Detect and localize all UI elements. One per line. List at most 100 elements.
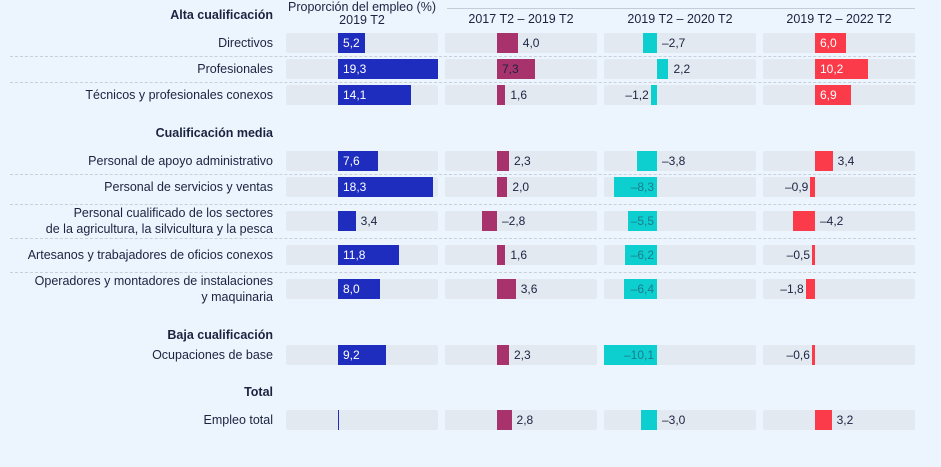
header-group-rule	[447, 8, 915, 9]
bar-track: 11,8	[286, 245, 438, 265]
bar-track: 1,6	[445, 85, 597, 105]
bar-track: –10,1	[604, 345, 756, 365]
bar-c3	[811, 345, 815, 365]
value-label-c2: –5,5	[630, 214, 654, 228]
bar-track: 6,0	[763, 33, 915, 53]
bar-share	[338, 177, 434, 197]
column-header-c2: 2019 T2 – 2020 T2	[627, 12, 733, 26]
bar-track: 10,2	[763, 59, 915, 79]
row-label: Ocupaciones de base	[152, 348, 273, 362]
bar-share	[338, 59, 439, 79]
bar-c2	[657, 59, 669, 79]
bar-track: 3,4	[763, 151, 915, 171]
bar-track: 2,8	[445, 410, 597, 430]
bar-track: 7,6	[286, 151, 438, 171]
bar-c2	[613, 177, 657, 197]
group-title: Total	[244, 385, 273, 399]
bar-c1	[497, 345, 509, 365]
bar-share	[338, 85, 412, 105]
value-label-c3: 3,4	[837, 154, 855, 168]
value-label-c3: 6,0	[820, 36, 837, 50]
value-label-c2: 2,2	[673, 62, 691, 76]
bar-track: –2,8	[445, 211, 597, 231]
bar-track: –3,0	[604, 410, 756, 430]
bar-c3	[805, 279, 815, 299]
value-label-c2: –3,0	[662, 413, 686, 427]
bar-c2	[624, 245, 657, 265]
value-label-c1: –2,8	[502, 214, 526, 228]
bar-track: 6,9	[763, 85, 915, 105]
bar-c2	[641, 410, 657, 430]
value-label-c1: 3,6	[520, 282, 538, 296]
bar-track: 3,6	[445, 279, 597, 299]
value-label-c1: 7,3	[502, 62, 519, 76]
value-label-c1: 2,8	[516, 413, 534, 427]
value-label-c3: –0,5	[786, 248, 810, 262]
row-label: Directivos	[218, 36, 273, 50]
bar-c3	[793, 211, 815, 231]
value-label-c2: –6,2	[630, 248, 654, 262]
row-label: Artesanos y trabajadores de oficios cone…	[27, 248, 273, 262]
bar-c1	[497, 410, 512, 430]
value-label-c1: 2,3	[513, 154, 531, 168]
column-header-c3: 2019 T2 – 2022 T2	[786, 12, 892, 26]
bar-track: 18,3	[286, 177, 438, 197]
bar-track: 19,3	[286, 59, 439, 79]
bar-share	[338, 245, 400, 265]
bar-c3	[815, 85, 851, 105]
row-separator	[10, 174, 916, 175]
bar-c3	[815, 410, 832, 430]
bar-c3	[812, 245, 815, 265]
value-label-share: 3,4	[360, 214, 378, 228]
bar-track: –4,2	[763, 211, 915, 231]
bar-c1	[497, 279, 516, 299]
value-label-c2: –8,3	[630, 180, 654, 194]
value-label-c1: 2,3	[513, 348, 531, 362]
bar-track: –0,6	[763, 345, 915, 365]
value-label-share: 18,3	[343, 180, 367, 194]
bar-c1	[497, 33, 518, 53]
bar-track: 2,3	[445, 345, 597, 365]
value-label-c2: –1,2	[625, 88, 649, 102]
bar-share	[338, 33, 366, 53]
value-label-c1: 1,6	[510, 248, 527, 262]
bar-c2	[642, 33, 657, 53]
value-label-c1: 4,0	[522, 36, 540, 50]
bar-track: 2,3	[445, 151, 597, 171]
group-title: Cualificación media	[155, 126, 273, 140]
row-separator	[10, 238, 916, 239]
bar-c3	[815, 151, 833, 171]
zero-baseline	[338, 410, 339, 430]
bar-track: –0,5	[763, 245, 915, 265]
bar-c3	[815, 33, 847, 53]
value-label-c2: –3,8	[662, 154, 686, 168]
row-label: Personal de servicios y ventas	[104, 180, 273, 194]
value-label-share: 9,2	[343, 348, 360, 362]
value-label-share: 19,3	[343, 62, 367, 76]
value-label-c3: 3,2	[836, 413, 854, 427]
value-label-c3: –0,6	[786, 348, 810, 362]
bar-track: –0,9	[763, 177, 915, 197]
bar-track: –8,3	[604, 177, 756, 197]
value-label-c3: –0,9	[784, 180, 809, 194]
bar-share	[338, 151, 378, 171]
row-separator	[10, 82, 916, 83]
value-label-c2: –10,1	[623, 348, 654, 362]
bar-track: 8,0	[286, 279, 438, 299]
bar-track: 2,0	[445, 177, 597, 197]
bar-track: 3,2	[763, 410, 915, 430]
bar-c1	[497, 151, 509, 171]
bar-track: –6,2	[604, 245, 756, 265]
bar-track: 3,4	[286, 211, 438, 231]
bar-c2	[650, 85, 657, 105]
value-label-c1: 1,6	[510, 88, 527, 102]
value-label-share: 7,6	[343, 154, 360, 168]
value-label-share: 8,0	[343, 282, 360, 296]
row-label: Operadores y montadores de instalaciones…	[34, 274, 273, 304]
column-header-share-period: 2019 T2	[339, 13, 385, 27]
bar-track: 1,6	[445, 245, 597, 265]
bar-track	[286, 410, 438, 430]
column-header-c1: 2017 T2 – 2019 T2	[468, 12, 574, 26]
row-label: Personal cualificado de los sectores de …	[45, 206, 273, 236]
group-title: Baja cualificación	[167, 328, 273, 342]
